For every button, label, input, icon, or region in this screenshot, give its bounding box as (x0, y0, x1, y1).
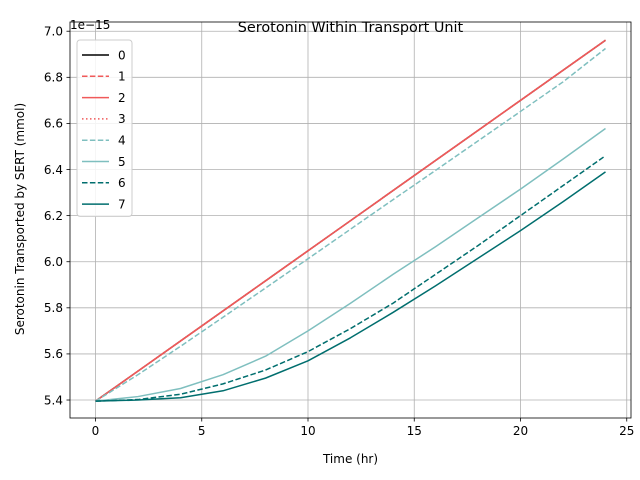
data-lines (95, 39, 606, 402)
x-tick-label: 0 (92, 424, 100, 438)
legend-label-1: 1 (118, 70, 126, 84)
series-line-5 (95, 127, 606, 402)
series-line-7 (95, 171, 606, 402)
y-tick-label: 6.8 (44, 71, 63, 85)
legend: 0 1 2 3 4 5 6 7 (76, 39, 133, 217)
y-tick-label: 5.4 (44, 393, 63, 407)
y-axis-label: Serotonin Transported by SERT (mmol) (13, 103, 27, 335)
x-tick-label: 15 (407, 424, 422, 438)
y-tick-label: 5.8 (44, 301, 63, 315)
y-axis: 5.4 5.6 5.8 6.0 6.2 6.4 6.6 6.8 7.0 (44, 25, 70, 407)
chart-title: Serotonin Within Transport Unit (238, 20, 464, 36)
y-axis-scale-label: 1e−15 (70, 18, 110, 32)
y-tick-label: 6.2 (44, 209, 63, 223)
y-tick-label: 6.6 (44, 117, 63, 131)
x-tick-label: 10 (300, 424, 315, 438)
y-tick-label: 7.0 (44, 25, 63, 39)
x-tick-label: 20 (513, 424, 528, 438)
y-tick-label: 5.6 (44, 347, 63, 361)
legend-label-2: 2 (118, 91, 126, 105)
legend-label-4: 4 (118, 134, 126, 148)
legend-label-3: 3 (118, 112, 126, 126)
series-line-4 (95, 47, 606, 402)
legend-label-6: 6 (118, 176, 126, 190)
x-tick-label: 5 (198, 424, 206, 438)
plot-frame (69, 21, 632, 419)
x-axis-label: Time (hr) (322, 452, 378, 466)
x-tick-label: 25 (619, 424, 634, 438)
legend-box (76, 39, 133, 217)
legend-label-0: 0 (118, 48, 126, 62)
legend-label-7: 7 (118, 197, 126, 211)
series-line-3 (95, 39, 606, 402)
legend-label-5: 5 (118, 155, 126, 169)
y-tick-label: 6.0 (44, 255, 63, 269)
x-axis: 0 5 10 15 20 25 (92, 418, 634, 438)
y-tick-label: 6.4 (44, 163, 63, 177)
